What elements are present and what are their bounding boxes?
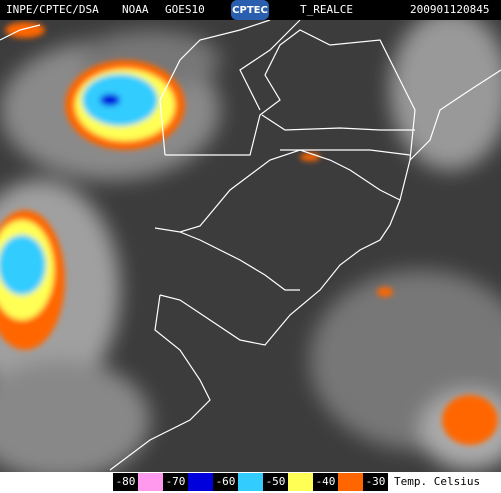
header-product: T_REALCE: [300, 3, 353, 16]
legend-label-box: [213, 473, 238, 491]
legend-label: -50: [266, 475, 286, 488]
legend-label-box: [113, 473, 138, 491]
legend-label: -70: [166, 475, 186, 488]
borders: [0, 19, 501, 471]
logo-text: CPTEC: [232, 5, 268, 16]
legend-swatch: [188, 473, 213, 491]
legend-label: -40: [316, 475, 336, 488]
legend-label: -30: [366, 475, 386, 488]
legend-label: -80: [116, 475, 136, 488]
legend-label-box: [263, 473, 288, 491]
header-source: INPE/CPTEC/DSA: [6, 3, 99, 16]
header-timestamp: 200901120845: [410, 3, 489, 16]
legend-label-box: [163, 473, 188, 491]
legend-title: Temp. Celsius: [394, 475, 480, 488]
legend-swatch: [288, 473, 313, 491]
header-agency: NOAA: [122, 3, 149, 16]
cloud-cold: [0, 22, 498, 445]
legend-swatch: [338, 473, 363, 491]
legend-label-box: [363, 473, 388, 491]
legend-label: -60: [216, 475, 236, 488]
logo: [231, 0, 269, 20]
legend-swatch: [238, 473, 263, 491]
legend-label-box: [313, 473, 338, 491]
legend-swatch: [138, 473, 163, 491]
header-satellite: GOES10: [165, 3, 205, 16]
